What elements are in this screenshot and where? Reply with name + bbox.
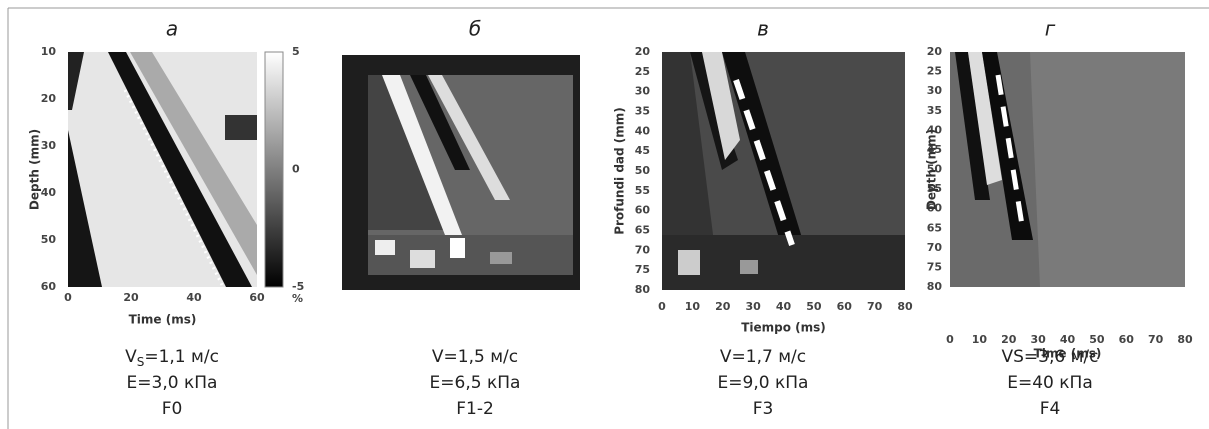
y-tick-label: 30	[635, 85, 651, 98]
y-tick-label: 70	[927, 241, 943, 254]
y-tick-label: 20	[41, 92, 57, 105]
panel-letter: г	[1045, 17, 1056, 41]
y-tick-label: 30	[927, 84, 943, 97]
caption-line: F0	[162, 399, 183, 419]
x-tick-label: 60	[837, 300, 853, 313]
x-tick-label: 30	[1030, 333, 1046, 346]
y-tick-label: 35	[927, 104, 942, 117]
caption-main: V	[125, 347, 137, 367]
x-axis-label: Tiempo (ms)	[741, 321, 826, 335]
y-tick-label: 45	[635, 144, 650, 157]
x-tick-label: 70	[867, 300, 883, 313]
x-tick-label: 40	[1060, 333, 1076, 346]
caption-line: V=1,5 м/с	[432, 347, 518, 367]
y-tick-label: 35	[635, 105, 650, 118]
x-tick-label: 20	[123, 291, 139, 304]
x-axis-label: Time (ms)	[1034, 347, 1102, 361]
y-tick-label: 40	[41, 186, 57, 199]
caption-line: F1-2	[456, 399, 494, 419]
panel-letter: а	[166, 17, 178, 41]
panel-letter: б	[469, 17, 481, 41]
elastogram-b	[342, 55, 580, 290]
x-tick-label: 40	[776, 300, 792, 313]
y-tick-label: 10	[41, 45, 57, 58]
caption-line: F4	[1040, 399, 1061, 419]
y-axis-label: Depth (mm)	[28, 129, 42, 210]
y-tick-label: 50	[927, 163, 943, 176]
x-tick-label: 40	[186, 291, 202, 304]
elastogram-d	[950, 52, 1185, 287]
colorbar-label: -5	[292, 280, 304, 293]
x-tick-label: 20	[715, 300, 731, 313]
x-tick-label: 10	[972, 333, 988, 346]
x-tick-label: 60	[1119, 333, 1135, 346]
caption-line: F3	[753, 399, 774, 419]
colorbar-label: 5	[292, 45, 300, 58]
x-tick-label: 80	[897, 300, 913, 313]
caption-line: E=3,0 кПа	[127, 373, 218, 393]
y-tick-label: 75	[927, 260, 942, 273]
y-tick-label: 20	[927, 45, 943, 58]
y-tick-label: 40	[927, 123, 943, 136]
y-tick-label: 70	[635, 243, 651, 256]
y-tick-label: 50	[635, 164, 651, 177]
y-axis-label: Profundi dad (mm)	[613, 107, 627, 235]
y-tick-label: 55	[927, 182, 942, 195]
y-tick-label: 80	[927, 280, 943, 293]
x-tick-label: 70	[1148, 333, 1164, 346]
x-tick-label: 80	[1177, 333, 1193, 346]
y-tick-label: 60	[635, 204, 651, 217]
y-tick-label: 25	[635, 65, 650, 78]
y-tick-label: 30	[41, 139, 57, 152]
x-axis-label: Time (ms)	[129, 313, 197, 327]
elastogram-c	[662, 52, 905, 290]
y-tick-label: 50	[41, 233, 57, 246]
colorbar-label: 0	[292, 163, 300, 176]
caption-line: E=9,0 кПа	[718, 373, 809, 393]
caption-line: VS=3,6 м/с	[1001, 347, 1098, 367]
x-tick-label: 50	[1089, 333, 1105, 346]
x-tick-label: 30	[745, 300, 761, 313]
caption-line: VS=1,1 м/с	[125, 347, 219, 369]
y-tick-label: 60	[927, 202, 943, 215]
caption-line: V=1,7 м/с	[720, 347, 806, 367]
caption-line: E=40 кПа	[1007, 373, 1093, 393]
x-tick-label: 50	[806, 300, 822, 313]
y-tick-label: 45	[927, 143, 942, 156]
panel-letter: в	[757, 17, 769, 41]
y-tick-label: 65	[635, 224, 650, 237]
y-tick-label: 20	[635, 45, 651, 58]
x-tick-label: 10	[685, 300, 701, 313]
colorbar-label: %	[292, 292, 303, 305]
y-tick-label: 25	[927, 65, 942, 78]
y-tick-label: 55	[635, 184, 650, 197]
x-tick-label: 0	[64, 291, 72, 304]
elastogram-a	[68, 51, 284, 288]
x-tick-label: 60	[249, 291, 265, 304]
caption-rest: =1,1 м/с	[144, 347, 219, 367]
x-tick-label: 0	[946, 333, 954, 346]
caption-line: E=6,5 кПа	[430, 373, 521, 393]
x-tick-label: 0	[658, 300, 666, 313]
y-tick-label: 65	[927, 221, 942, 234]
y-axis-label: Depth (mm)	[925, 129, 939, 210]
y-tick-label: 75	[635, 263, 650, 276]
x-tick-label: 20	[1001, 333, 1017, 346]
y-tick-label: 40	[635, 124, 651, 137]
y-tick-label: 60	[41, 280, 57, 293]
y-tick-label: 80	[635, 283, 651, 296]
caption-sub: S	[137, 355, 145, 369]
